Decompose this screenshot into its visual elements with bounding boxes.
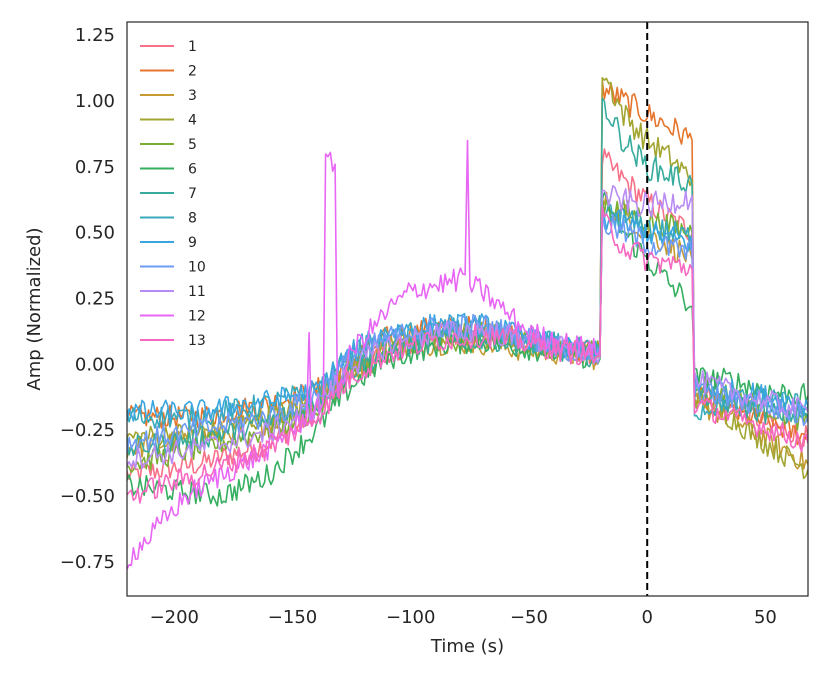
- series-line-13: [127, 205, 808, 504]
- y-tick-label: 1.00: [75, 91, 115, 112]
- y-tick-label: 1.25: [75, 25, 115, 46]
- series-line-11: [127, 185, 808, 470]
- x-tick-label: 50: [754, 607, 777, 628]
- y-axis-ticks: −0.75 −0.50 −0.25 0.00 0.25 0.50 0.75 1.00 1.25: [60, 25, 115, 573]
- legend-label-12: 12: [188, 309, 206, 325]
- y-tick-label: 0.75: [75, 157, 115, 178]
- y-axis-label: Amp (Normalized): [24, 227, 45, 390]
- x-tick-label: −150: [268, 607, 317, 628]
- legend-label-3: 3: [188, 88, 197, 104]
- y-tick-label: 0.00: [75, 354, 115, 375]
- y-tick-label: −0.25: [60, 420, 115, 441]
- series-line-12: [127, 139, 601, 570]
- x-tick-label: −200: [150, 607, 199, 628]
- x-axis-label: Time (s): [430, 636, 504, 657]
- legend-label-11: 11: [188, 284, 206, 300]
- legend-label-8: 8: [188, 211, 197, 227]
- legend-label-1: 1: [188, 39, 197, 55]
- plot-area: [127, 77, 808, 570]
- x-tick-label: −100: [386, 607, 435, 628]
- x-axis-ticks: −200 −150 −100 −50 0 50: [150, 607, 777, 628]
- y-tick-label: 0.25: [75, 288, 115, 309]
- y-tick-label: −0.50: [60, 486, 115, 507]
- legend-label-5: 5: [188, 137, 197, 153]
- legend-label-10: 10: [188, 260, 206, 276]
- y-tick-label: 0.50: [75, 223, 115, 244]
- series-line-6: [127, 191, 808, 507]
- x-tick-label: −50: [510, 607, 548, 628]
- legend-label-4: 4: [188, 113, 197, 129]
- legend-label-13: 13: [188, 333, 206, 349]
- axes-frame: [126, 21, 809, 597]
- legend-label-7: 7: [188, 186, 197, 202]
- legend-label-2: 2: [188, 64, 197, 80]
- y-tick-label: −0.75: [60, 552, 115, 573]
- legend-label-9: 9: [188, 235, 197, 251]
- legend-label-6: 6: [188, 162, 197, 178]
- x-tick-label: 0: [641, 607, 652, 628]
